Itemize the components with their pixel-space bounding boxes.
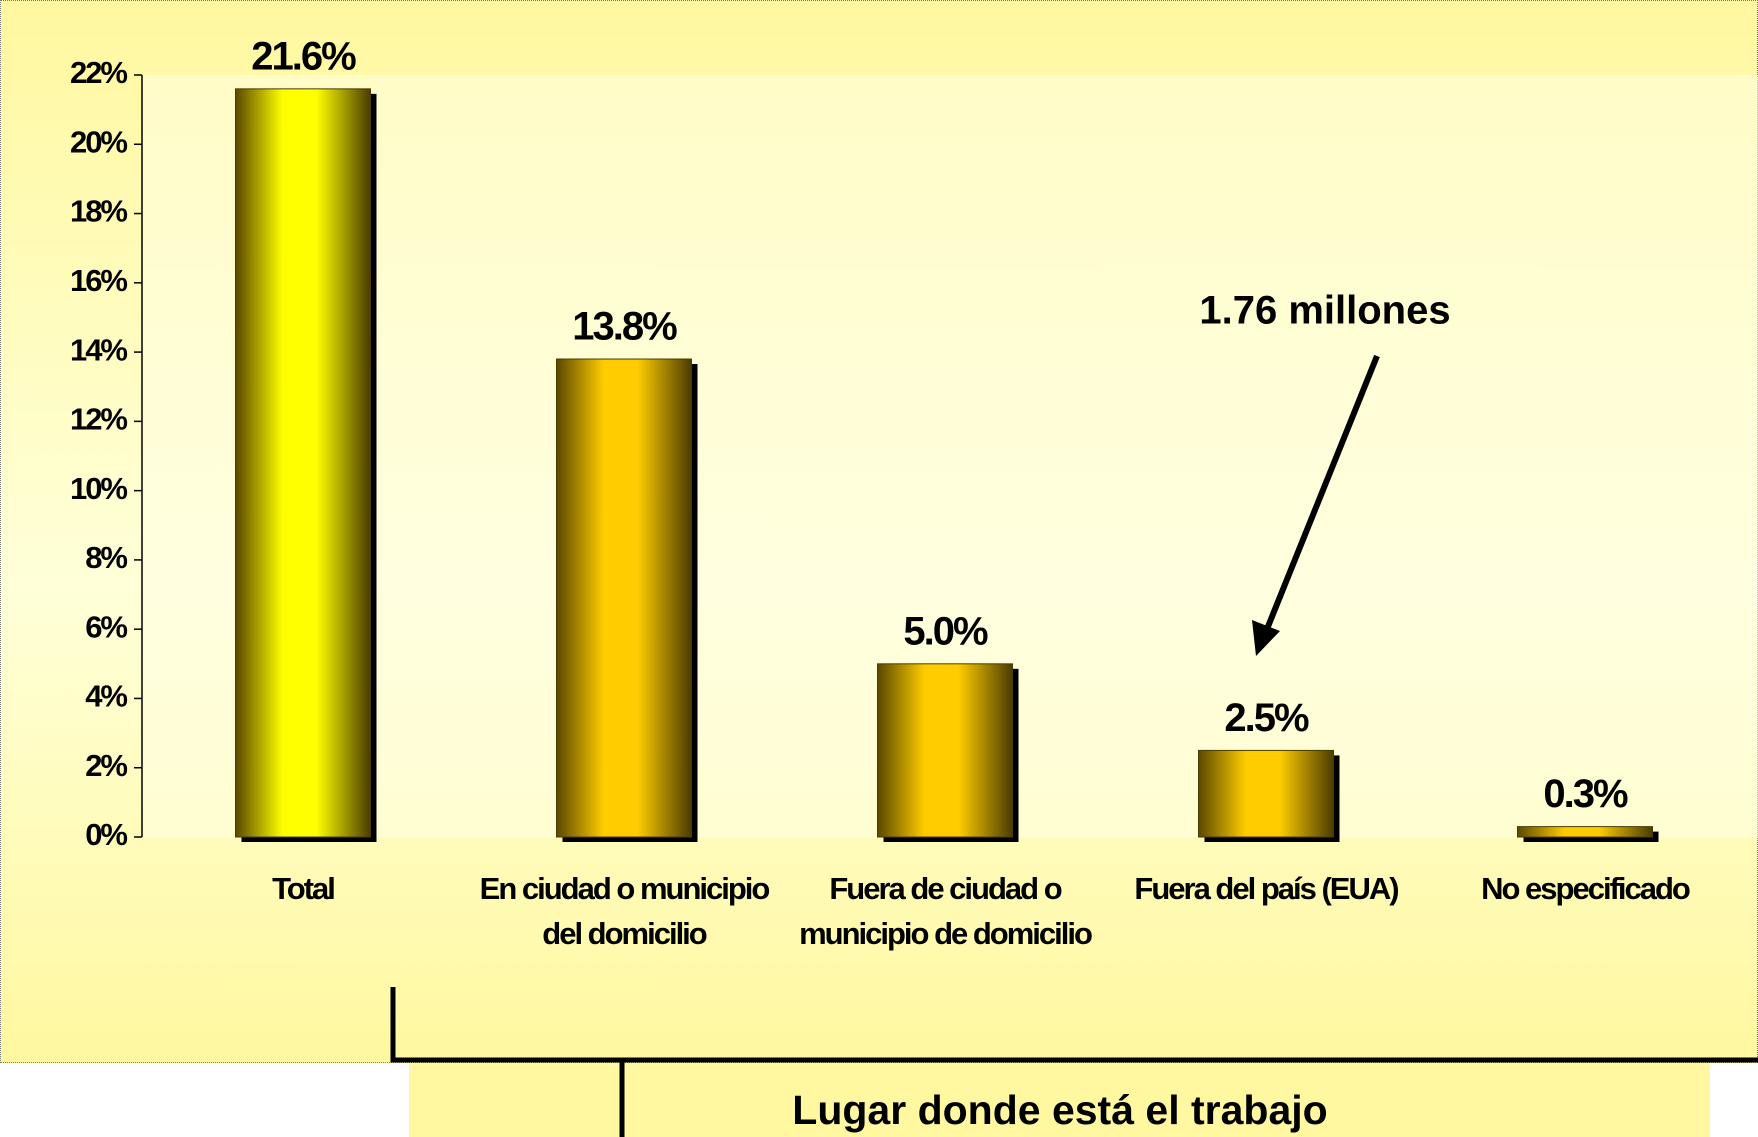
bar (235, 88, 371, 838)
x-tick-label: No especificado (1481, 871, 1691, 906)
bar (1198, 749, 1334, 838)
x-axis-label: Lugar donde está el trabajo (792, 1087, 1327, 1133)
y-tick-label: 2% (85, 748, 127, 783)
x-tick-label: Fuera de ciudad o municipio de domicilio (799, 871, 1093, 951)
y-tick-label: 18% (70, 194, 127, 229)
y-tick-label: 0% (85, 817, 127, 852)
value-label: 0.3% (1543, 772, 1628, 816)
bracket (390, 987, 1758, 1137)
y-tick-label: 12% (70, 402, 127, 437)
y-tick-label: 14% (70, 332, 127, 367)
y-tick-label: 6% (85, 609, 127, 644)
bar (877, 663, 1013, 838)
y-tick-label: 20% (70, 124, 127, 159)
arrow-head (1252, 620, 1280, 656)
y-tick-label: 10% (70, 471, 127, 506)
bar (1517, 826, 1653, 838)
y-tick-label: 16% (70, 263, 127, 298)
value-label: 21.6% (251, 34, 356, 78)
annotation-arrow (1262, 354, 1380, 636)
value-label: 13.8% (572, 305, 677, 349)
bar (556, 358, 692, 838)
x-tick-label: Fuera del país (EUA) (1134, 871, 1399, 906)
annotation: 1.76 millones (1199, 289, 1450, 333)
x-tick-label: Total (272, 871, 336, 906)
y-tick-label: 22% (70, 55, 127, 90)
label-strip (409, 1063, 1710, 1137)
value-label: 5.0% (903, 609, 988, 653)
y-tick-label: 8% (85, 540, 127, 575)
value-label: 2.5% (1224, 696, 1309, 740)
x-tick-label: En ciudad o municipio del domicilio (479, 871, 771, 951)
y-tick-label: 4% (85, 679, 127, 714)
